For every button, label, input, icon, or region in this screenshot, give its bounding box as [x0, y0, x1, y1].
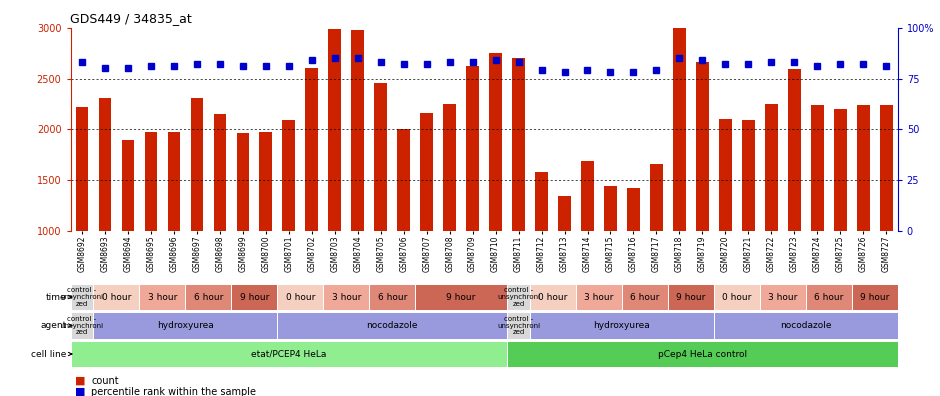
Bar [742, 120, 755, 231]
Text: time: time [46, 293, 67, 301]
Bar [420, 113, 433, 231]
Text: percentile rank within the sample: percentile rank within the sample [91, 387, 257, 396]
Text: 6 hour: 6 hour [194, 293, 223, 301]
Bar [139, 284, 185, 310]
Bar [374, 83, 387, 231]
Bar [530, 312, 713, 339]
Text: hydroxyurea: hydroxyurea [593, 321, 650, 330]
Bar [852, 284, 898, 310]
Text: control -
unsynchroni
zed: control - unsynchroni zed [497, 287, 540, 307]
Bar [668, 284, 713, 310]
Text: 0 hour: 0 hour [102, 293, 132, 301]
Text: 9 hour: 9 hour [446, 293, 476, 301]
Bar [237, 133, 249, 231]
Bar [70, 341, 507, 367]
Bar [191, 98, 203, 231]
Text: cell line: cell line [31, 350, 67, 358]
Text: 9 hour: 9 hour [240, 293, 269, 301]
Text: pCep4 HeLa control: pCep4 HeLa control [658, 350, 747, 358]
Bar [369, 284, 415, 310]
Text: agent: agent [40, 321, 67, 330]
Bar [530, 284, 576, 310]
Bar [696, 62, 709, 231]
Text: 9 hour: 9 hour [676, 293, 706, 301]
Bar [277, 312, 507, 339]
Bar [834, 109, 847, 231]
Text: etat/PCEP4 HeLa: etat/PCEP4 HeLa [251, 350, 326, 358]
Bar [719, 119, 731, 231]
Bar [507, 284, 530, 310]
Bar [93, 284, 139, 310]
Bar [489, 53, 502, 231]
Bar [880, 105, 892, 231]
Bar [507, 312, 530, 339]
Text: 6 hour: 6 hour [378, 293, 407, 301]
Text: 0 hour: 0 hour [539, 293, 568, 301]
Bar [765, 104, 777, 231]
Bar [811, 105, 823, 231]
Bar [99, 98, 111, 231]
Bar [760, 284, 806, 310]
Bar [277, 284, 323, 310]
Bar [231, 284, 277, 310]
Bar [857, 105, 870, 231]
Bar [535, 172, 548, 231]
Text: nocodazole: nocodazole [780, 321, 832, 330]
Text: 3 hour: 3 hour [148, 293, 177, 301]
Bar [185, 284, 231, 310]
Bar [466, 67, 478, 231]
Text: ■: ■ [75, 387, 86, 396]
Bar [415, 284, 507, 310]
Text: hydroxyurea: hydroxyurea [157, 321, 213, 330]
Bar [576, 284, 622, 310]
Text: 3 hour: 3 hour [768, 293, 797, 301]
Bar [70, 312, 93, 339]
Bar [306, 69, 318, 231]
Bar [352, 30, 364, 231]
Bar [558, 196, 571, 231]
Bar [121, 140, 134, 231]
Bar [398, 129, 410, 231]
Bar [713, 284, 760, 310]
Bar [70, 284, 93, 310]
Text: nocodazole: nocodazole [367, 321, 418, 330]
Text: count: count [91, 375, 118, 386]
Bar [282, 120, 295, 231]
Bar [788, 69, 801, 231]
Bar [93, 312, 277, 339]
Bar [627, 187, 640, 231]
Bar [581, 161, 594, 231]
Text: control -
unsynchroni
zed: control - unsynchroni zed [60, 316, 103, 335]
Bar [806, 284, 852, 310]
Text: 9 hour: 9 hour [860, 293, 889, 301]
Text: 0 hour: 0 hour [286, 293, 315, 301]
Bar [713, 312, 898, 339]
Bar [512, 58, 525, 231]
Bar [604, 187, 617, 231]
Bar [323, 284, 369, 310]
Bar [259, 131, 272, 231]
Text: 3 hour: 3 hour [585, 293, 614, 301]
Text: GDS449 / 34835_at: GDS449 / 34835_at [70, 12, 193, 25]
Text: control -
unsynchroni
zed: control - unsynchroni zed [60, 287, 103, 307]
Text: 6 hour: 6 hour [630, 293, 660, 301]
Text: 6 hour: 6 hour [814, 293, 843, 301]
Text: ■: ■ [75, 375, 86, 386]
Bar [622, 284, 668, 310]
Bar [444, 104, 456, 231]
Bar [673, 28, 685, 231]
Bar [650, 164, 663, 231]
Bar [75, 107, 88, 231]
Bar [145, 131, 157, 231]
Text: 0 hour: 0 hour [722, 293, 752, 301]
Text: control -
unsynchroni
zed: control - unsynchroni zed [497, 316, 540, 335]
Text: 3 hour: 3 hour [332, 293, 361, 301]
Bar [328, 29, 341, 231]
Bar [507, 341, 898, 367]
Bar [213, 114, 227, 231]
Bar [167, 131, 180, 231]
